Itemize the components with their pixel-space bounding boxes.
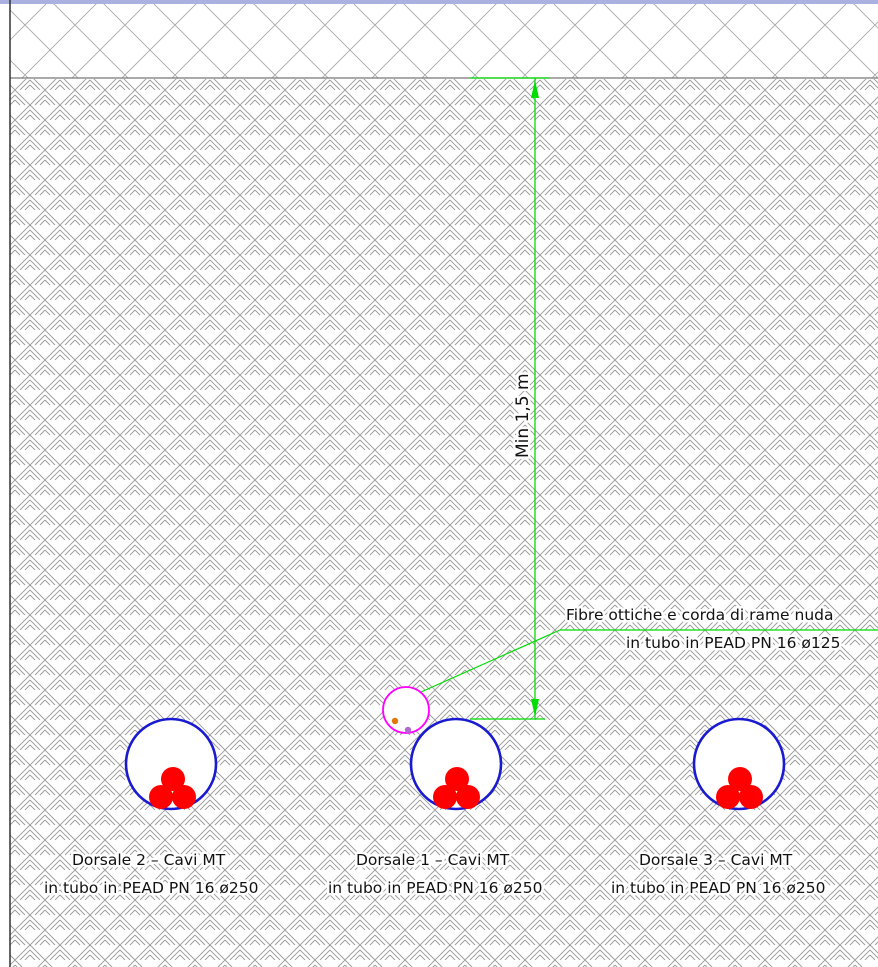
duct-label-dorsale-1-line2: in tubo in PEAD PN 16 ø250	[328, 879, 542, 897]
dimension-arrow-top	[531, 80, 539, 98]
mt-cable	[149, 785, 173, 809]
duct-dorsale-2	[124, 717, 218, 811]
mt-cable	[456, 785, 480, 809]
copper-rope	[391, 717, 399, 725]
mt-cable	[161, 767, 185, 791]
duct-label-dorsale-2-line1: Dorsale 2 – Cavi MT	[72, 851, 226, 869]
duct-dorsale-1	[409, 717, 503, 811]
fiber-label-line1: Fibre ottiche e corda di rame nuda	[566, 606, 834, 624]
mt-cable	[728, 767, 752, 791]
pavement-layer	[10, 4, 878, 78]
soil-layer	[10, 79, 878, 967]
mt-cable	[739, 785, 763, 809]
dimension-label: Min 1,5 m	[513, 373, 533, 458]
mt-cable	[172, 785, 196, 809]
fiber-label-line2: in tubo in PEAD PN 16 ø125	[626, 634, 840, 652]
mt-cable	[433, 785, 457, 809]
top-frame-strip	[0, 0, 878, 4]
depth-dimension	[470, 77, 550, 720]
mt-cable	[716, 785, 740, 809]
fiber-cable	[404, 726, 412, 734]
duct-label-dorsale-3-line1: Dorsale 3 – Cavi MT	[639, 851, 793, 869]
dimension-arrow-bottom	[531, 699, 539, 717]
duct-label-dorsale-2-line2: in tubo in PEAD PN 16 ø250	[44, 879, 258, 897]
fiber-leader	[420, 629, 878, 693]
mt-cable	[445, 767, 469, 791]
fiber-duct	[382, 686, 430, 734]
duct-label-dorsale-1-line1: Dorsale 1 – Cavi MT	[356, 851, 510, 869]
duct-label-dorsale-3-line2: in tubo in PEAD PN 16 ø250	[611, 879, 825, 897]
duct-dorsale-3	[692, 717, 786, 811]
